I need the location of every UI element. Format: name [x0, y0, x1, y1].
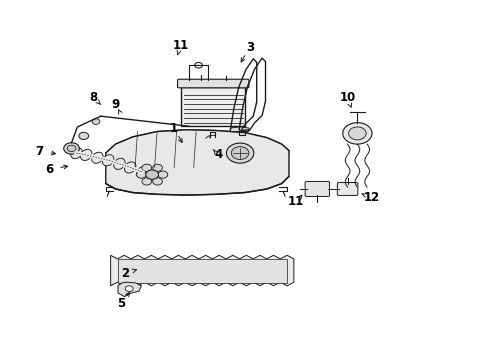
FancyBboxPatch shape [181, 87, 245, 126]
Text: 7: 7 [36, 145, 44, 158]
Text: 11: 11 [288, 195, 304, 208]
Ellipse shape [80, 149, 92, 161]
FancyBboxPatch shape [177, 79, 249, 88]
Ellipse shape [124, 162, 136, 173]
Circle shape [79, 132, 89, 139]
Text: 4: 4 [214, 148, 222, 161]
Circle shape [125, 286, 133, 292]
Ellipse shape [92, 152, 103, 163]
Ellipse shape [71, 148, 82, 159]
Circle shape [146, 170, 159, 179]
Circle shape [343, 123, 372, 144]
Polygon shape [230, 127, 249, 132]
Text: 12: 12 [364, 192, 380, 204]
Circle shape [158, 171, 168, 178]
Text: 1: 1 [170, 122, 178, 135]
Polygon shape [111, 255, 294, 286]
Polygon shape [106, 130, 289, 195]
Circle shape [64, 143, 79, 154]
Text: 6: 6 [46, 163, 54, 176]
Text: 2: 2 [121, 267, 129, 280]
Circle shape [67, 145, 76, 152]
Bar [118, 259, 287, 283]
Text: 9: 9 [111, 98, 120, 111]
FancyBboxPatch shape [337, 183, 358, 195]
Ellipse shape [137, 167, 148, 178]
Text: 5: 5 [117, 297, 125, 310]
Circle shape [348, 127, 366, 140]
Ellipse shape [102, 155, 114, 166]
Text: 10: 10 [340, 91, 356, 104]
Circle shape [92, 119, 100, 125]
Polygon shape [106, 130, 289, 171]
FancyBboxPatch shape [305, 181, 330, 197]
Circle shape [195, 62, 202, 68]
Circle shape [142, 164, 152, 171]
Text: 8: 8 [89, 91, 98, 104]
Circle shape [153, 164, 162, 171]
Circle shape [137, 171, 147, 178]
Text: 11: 11 [172, 39, 189, 52]
Circle shape [231, 147, 249, 159]
Circle shape [226, 143, 254, 163]
Circle shape [153, 178, 162, 185]
Text: 3: 3 [246, 41, 254, 54]
Polygon shape [118, 282, 142, 297]
Circle shape [142, 178, 152, 185]
Ellipse shape [114, 158, 125, 170]
